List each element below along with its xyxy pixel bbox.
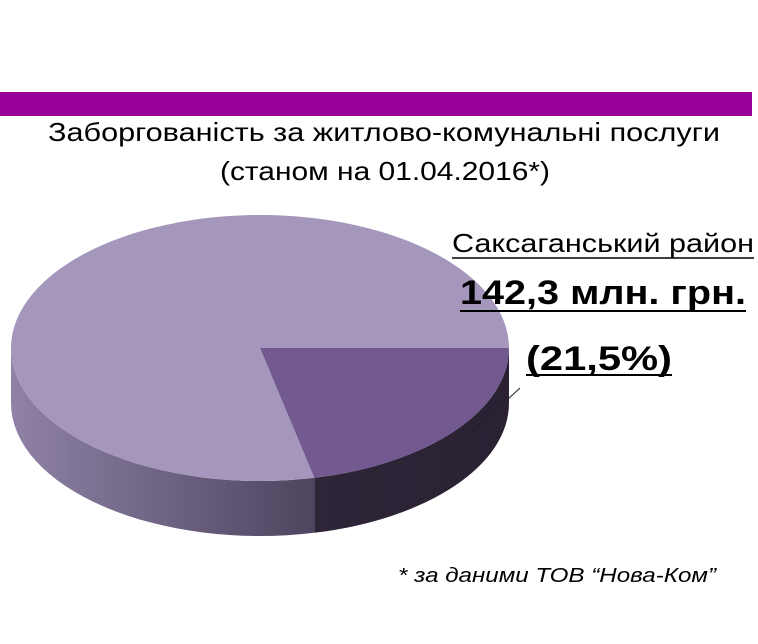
pie-slice-saksahanskyi — [260, 348, 509, 478]
slide-title: Заборгованість за житлово-комунальні пос… — [48, 117, 720, 147]
label-amount: 142,3 млн. грн. — [460, 274, 746, 312]
label-district: Саксаганський район — [452, 228, 754, 258]
label-percent: (21,5%) — [526, 340, 672, 378]
pie-chart — [10, 215, 509, 536]
pie-side-small — [314, 348, 509, 533]
leader-line — [469, 387, 521, 435]
pie-slice-other — [10, 215, 509, 481]
pie-side-big — [11, 348, 315, 536]
accent-bar — [0, 92, 752, 116]
footnote: * за даними ТОВ “Нова-Ком” — [398, 565, 718, 587]
slide-subtitle: (станом на 01.04.2016*) — [220, 156, 550, 186]
